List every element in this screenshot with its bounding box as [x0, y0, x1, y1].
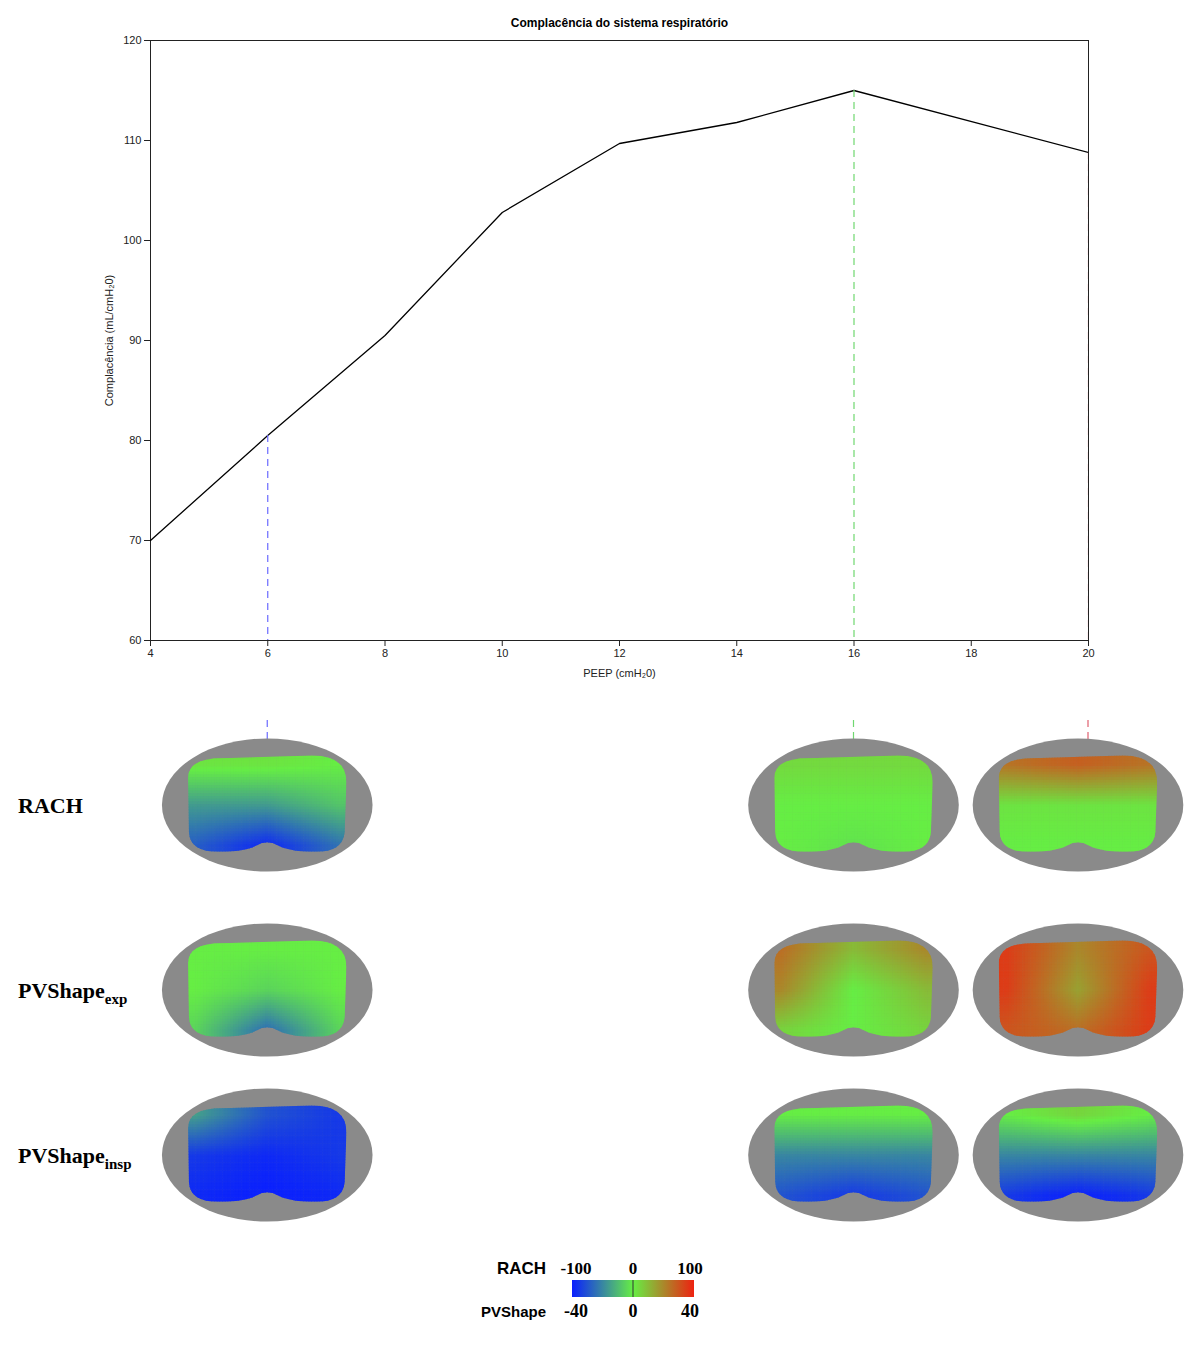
svg-text:18: 18 [965, 647, 977, 659]
svg-text:90: 90 [129, 334, 141, 346]
svg-text:-100: -100 [560, 1259, 591, 1278]
svg-text:10: 10 [496, 647, 508, 659]
svg-text:RACH: RACH [18, 793, 83, 818]
svg-text:-40: -40 [564, 1301, 588, 1321]
svg-text:Complacência (mL/cmH₂0): Complacência (mL/cmH₂0) [103, 275, 115, 406]
svg-text:0: 0 [629, 1259, 638, 1278]
svg-text:120: 120 [123, 34, 141, 46]
svg-text:PVShapeexp: PVShapeexp [18, 978, 127, 1007]
svg-text:20: 20 [1082, 647, 1094, 659]
svg-text:40: 40 [681, 1301, 699, 1321]
svg-text:PVShapeinsp: PVShapeinsp [18, 1143, 132, 1172]
svg-text:14: 14 [731, 647, 743, 659]
svg-text:0: 0 [629, 1301, 638, 1321]
svg-text:12: 12 [613, 647, 625, 659]
svg-text:4: 4 [147, 647, 153, 659]
svg-text:110: 110 [124, 134, 142, 146]
svg-text:100: 100 [123, 234, 141, 246]
svg-text:70: 70 [129, 534, 141, 546]
svg-text:Complacência do sistema respir: Complacência do sistema respiratório [511, 16, 728, 30]
svg-text:100: 100 [677, 1259, 703, 1278]
svg-text:6: 6 [265, 647, 271, 659]
svg-text:PEEP (cmH₂0): PEEP (cmH₂0) [583, 667, 656, 679]
svg-text:60: 60 [129, 634, 141, 646]
svg-text:PVShape: PVShape [481, 1303, 546, 1320]
svg-text:80: 80 [129, 434, 141, 446]
svg-text:RACH: RACH [497, 1259, 546, 1278]
svg-text:16: 16 [848, 647, 860, 659]
svg-text:8: 8 [382, 647, 388, 659]
